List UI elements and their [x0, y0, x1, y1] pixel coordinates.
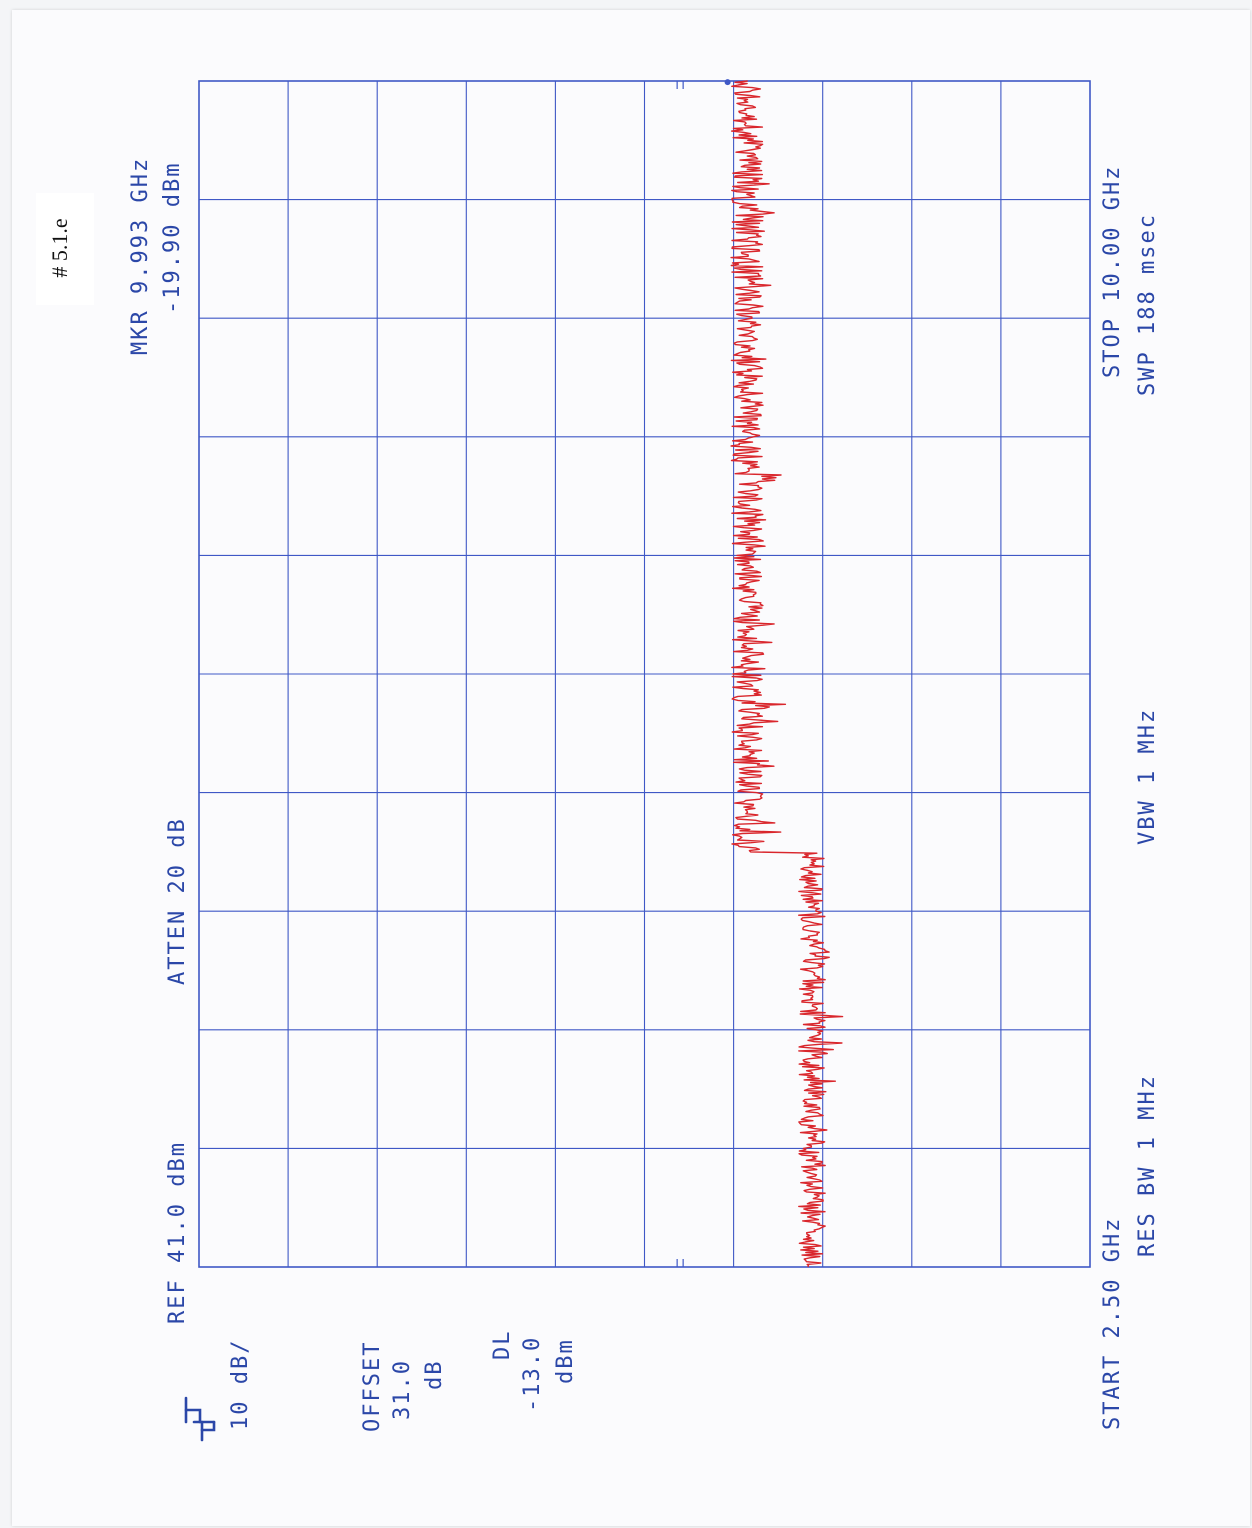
graticule — [199, 81, 1090, 1267]
offset-title: OFFSET — [360, 1341, 386, 1432]
marker-frequency-label: MKR 9.993 GHz — [128, 157, 154, 355]
resolution-bandwidth-label: RES BW 1 MHz — [1135, 1074, 1161, 1257]
offset-value: 31.0 — [390, 1359, 416, 1420]
display-line-title: DL — [490, 1330, 516, 1361]
sweep-time-label: SWP 188 msec — [1135, 213, 1161, 396]
stop-frequency-label: STOP 10.00 GHz — [1100, 165, 1126, 378]
atten-label: ATTEN 20 dB — [165, 817, 191, 985]
display-line-value: -13.0 — [520, 1336, 546, 1412]
marker-dot — [725, 79, 731, 85]
video-bandwidth-label: VBW 1 MHz — [1135, 708, 1161, 845]
ref-level-label: REF 41.0 dBm — [165, 1141, 191, 1324]
hp-logo-icon — [182, 1396, 218, 1442]
start-frequency-label: START 2.50 GHz — [1100, 1217, 1126, 1430]
marker-level-label: -19.90 dBm — [160, 162, 186, 314]
scale-label: 10 dB/ — [228, 1339, 254, 1430]
marker-point — [725, 79, 731, 85]
display-line-unit: dBm — [553, 1338, 579, 1384]
offset-unit: dB — [422, 1360, 448, 1391]
